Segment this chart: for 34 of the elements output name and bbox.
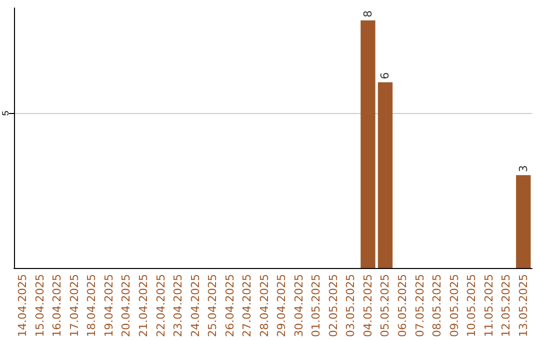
x-tick-label: 24.04.2025 <box>188 274 202 338</box>
x-tick-label: 30.04.2025 <box>292 274 306 338</box>
data-label: 6 <box>378 72 392 80</box>
x-tick-label: 17.04.2025 <box>68 274 81 338</box>
x-tick-label: 27.04.2025 <box>240 274 254 338</box>
x-tick-label: 02.05.2025 <box>326 274 340 338</box>
x-tick-label: 12.05.2025 <box>500 274 513 338</box>
x-tick-label: 11.05.2025 <box>482 274 496 338</box>
x-tick-label: 15.04.2025 <box>33 274 46 338</box>
x-tick-label: 22.04.2025 <box>154 274 168 338</box>
x-tick-label: 18.04.2025 <box>85 274 98 338</box>
data-label: 3 <box>516 165 530 172</box>
x-tick-label: 20.04.2025 <box>120 274 133 338</box>
x-tick-label: 29.04.2025 <box>275 274 288 338</box>
x-tick-label: 16.04.2025 <box>50 274 64 338</box>
x-tick-label: 09.05.2025 <box>448 274 461 338</box>
x-tick-label: 07.05.2025 <box>413 274 426 338</box>
x-tick-label: 28.04.2025 <box>258 274 271 338</box>
x-tick-label: 23.04.2025 <box>172 274 185 338</box>
x-tick-label: 04.05.2025 <box>361 274 374 338</box>
x-tick-label: 25.04.2025 <box>206 274 220 338</box>
x-tick-label: 08.05.2025 <box>430 274 444 338</box>
x-tick-label: 05.05.2025 <box>378 274 392 338</box>
x-tick-label: 13.05.2025 <box>516 274 530 338</box>
data-label: 8 <box>361 10 374 18</box>
x-tick-label: 21.04.2025 <box>137 274 150 338</box>
x-tick-label: 14.04.2025 <box>16 274 30 338</box>
x-tick-label: 06.05.2025 <box>396 274 409 338</box>
x-tick-label: 19.04.2025 <box>102 274 116 338</box>
x-tick-label: 01.05.2025 <box>310 274 323 338</box>
y-tick-label: 5 <box>0 110 10 116</box>
x-tick-label: 03.05.2025 <box>344 274 358 338</box>
x-tick-label: 26.04.2025 <box>223 274 236 338</box>
x-tick-label: 10.05.2025 <box>465 274 478 338</box>
